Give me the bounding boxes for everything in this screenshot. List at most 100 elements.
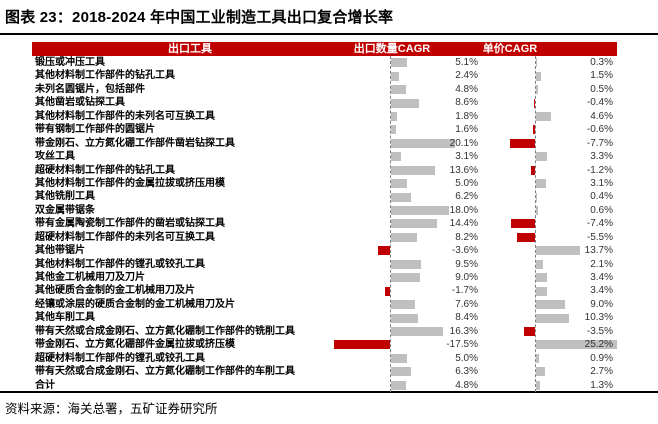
quantity-cagr-bar [391, 98, 419, 108]
table-row: 双金属带锯条 18.0% 0.6% [32, 204, 617, 217]
table-row: 其他材料制工作部件的钻孔工具 2.4% 1.5% [32, 69, 617, 82]
quantity-cagr-value: 2.4% [455, 70, 478, 82]
tool-name: 攻丝工具 [35, 151, 75, 163]
price-cagr-value: 4.6% [590, 110, 613, 122]
quantity-cagr-bar [391, 380, 407, 390]
quantity-cagr-value: 4.8% [455, 83, 478, 95]
quantity-cagr-bar [391, 58, 408, 68]
price-cagr-bar [536, 192, 538, 202]
price-cagr-value: 3.3% [590, 151, 613, 163]
price-cagr-value: 9.0% [590, 298, 613, 310]
price-cagr-value: 25.2% [584, 339, 613, 351]
price-cagr-value: 10.3% [584, 312, 613, 324]
quantity-cagr-value: 13.6% [449, 164, 478, 176]
quantity-cagr-bar [391, 192, 411, 202]
quantity-cagr-value: 1.8% [455, 110, 478, 122]
price-cagr-bar [511, 219, 535, 229]
quantity-cagr-value: 14.4% [449, 218, 478, 230]
price-cagr-value: -1.2% [586, 164, 613, 176]
price-cagr-value: 2.7% [590, 366, 613, 378]
price-cagr-value: 2.1% [590, 258, 613, 270]
quantity-cagr-bar [384, 286, 390, 296]
quantity-cagr-bar [391, 165, 435, 175]
table-row: 其他车削工具 8.4% 10.3% [32, 311, 617, 324]
price-cagr-value: 0.5% [590, 83, 613, 95]
quantity-cagr-value: 5.0% [455, 177, 478, 189]
price-cagr-bar [536, 313, 569, 323]
quantity-cagr-bar [391, 111, 397, 121]
column-header-quantity-cagr: 出口数量CAGR [353, 43, 431, 55]
tool-name: 带有天然或合成金刚石、立方氮化硼制工作部件的铣削工具 [35, 325, 295, 337]
quantity-zero-axis [390, 56, 391, 392]
quantity-cagr-value: 5.1% [455, 57, 478, 68]
quantity-cagr-bar [391, 71, 399, 81]
price-cagr-bar [533, 98, 535, 108]
tool-name: 其他带锯片 [35, 245, 85, 257]
table-row: 带有金属陶瓷制工作部件的凿岩或钻探工具 14.4% -7.4% [32, 217, 617, 230]
table-row: 攻丝工具 3.1% 3.3% [32, 150, 617, 163]
price-cagr-value: -7.7% [586, 137, 613, 149]
price-cagr-value: -5.5% [586, 231, 613, 243]
price-cagr-value: 3.1% [590, 177, 613, 189]
price-cagr-bar [536, 367, 545, 377]
quantity-cagr-value: 9.5% [455, 258, 478, 270]
tool-name: 未列名圆锯片，包括部件 [35, 83, 145, 95]
price-cagr-value: 0.6% [590, 204, 613, 216]
top-divider [0, 33, 658, 35]
price-cagr-value: -0.4% [586, 97, 613, 109]
tool-name: 其他材料制工作部件的未列名可互换工具 [35, 110, 215, 122]
price-cagr-value: 0.3% [590, 57, 613, 68]
table-row: 其他带锯片 -3.6% 13.7% [32, 244, 617, 257]
tool-name: 合计 [35, 379, 55, 391]
quantity-cagr-value: 4.8% [455, 379, 478, 391]
price-cagr-bar [536, 246, 580, 256]
price-cagr-value: -0.6% [586, 124, 613, 136]
tool-name: 带金刚石、立方氮化硼部件金属拉拔或挤压模 [35, 339, 235, 351]
table-row: 超硬材料制工作部件的钻孔工具 13.6% -1.2% [32, 164, 617, 177]
table-row: 未列名圆锯片，包括部件 4.8% 0.5% [32, 83, 617, 96]
table-row: 带有天然或合成金刚石、立方氮化硼制工作部件的铣削工具 16.3% -3.5% [32, 325, 617, 338]
price-cagr-bar [536, 152, 547, 162]
column-header-price-cagr: 单价CAGR [482, 43, 538, 55]
tool-name: 其他铣削工具 [35, 191, 95, 203]
price-cagr-bar [510, 138, 535, 148]
tool-name: 带有天然或合成金刚石、立方氮化硼制工作部件的车削工具 [35, 366, 295, 378]
table-row: 带金刚石、立方氮化硼工作部件凿岩钻探工具 20.1% -7.7% [32, 137, 617, 150]
bottom-divider [0, 391, 658, 393]
price-cagr-bar [536, 286, 547, 296]
tool-name: 其他材料制工作部件的镗孔或铰孔工具 [35, 258, 205, 270]
price-zero-axis [535, 56, 536, 392]
quantity-cagr-bar [391, 85, 407, 95]
quantity-cagr-bar [391, 138, 456, 148]
price-cagr-bar [531, 165, 535, 175]
table-row: 超硬材料制工作部件的镗孔或铰孔工具 5.0% 0.9% [32, 352, 617, 365]
quantity-cagr-value: 18.0% [449, 204, 478, 216]
figure-title: 图表 23：2018-2024 年中国工业制造工具出口复合增长率 [5, 9, 394, 26]
price-cagr-bar [536, 353, 539, 363]
tool-name: 双金属带锯条 [35, 204, 95, 216]
price-cagr-bar [523, 326, 535, 336]
price-cagr-value: 1.5% [590, 70, 613, 82]
table-row: 带有钢制工作部件的圆锯片 1.6% -0.6% [32, 123, 617, 136]
column-header-tool: 出口工具 [168, 43, 212, 55]
table-header-row: 出口工具 出口数量CAGR 单价CAGR [32, 42, 617, 56]
table-row: 带有天然或合成金刚石、立方氮化硼制工作部件的车削工具 6.3% 2.7% [32, 365, 617, 378]
price-cagr-value: 3.4% [590, 272, 613, 283]
quantity-cagr-bar [391, 179, 407, 189]
quantity-cagr-value: -17.5% [446, 339, 478, 351]
source-note: 资料来源：海关总署，五矿证券研究所 [5, 402, 218, 416]
table-row: 超硬材料制工作部件的未列名可互换工具 8.2% -5.5% [32, 231, 617, 244]
tool-name: 其他材料制工作部件的金属拉拔或挤压用模 [35, 177, 225, 189]
quantity-cagr-bar [391, 206, 449, 215]
quantity-cagr-bar [391, 152, 401, 162]
price-cagr-value: -7.4% [586, 218, 613, 230]
table-row: 其他铣削工具 6.2% 0.4% [32, 190, 617, 203]
quantity-cagr-value: 6.3% [455, 366, 478, 378]
table-row: 锻压或冲压工具 5.1% 0.3% [32, 56, 617, 69]
quantity-cagr-value: -3.6% [451, 245, 478, 257]
quantity-cagr-bar [378, 246, 390, 256]
quantity-cagr-value: 9.0% [455, 272, 478, 283]
quantity-cagr-value: 20.1% [449, 137, 478, 149]
table-row: 带金刚石、立方氮化硼部件金属拉拔或挤压模 -17.5% 25.2% [32, 338, 617, 351]
tool-name: 带金刚石、立方氮化硼工作部件凿岩钻探工具 [35, 137, 235, 149]
